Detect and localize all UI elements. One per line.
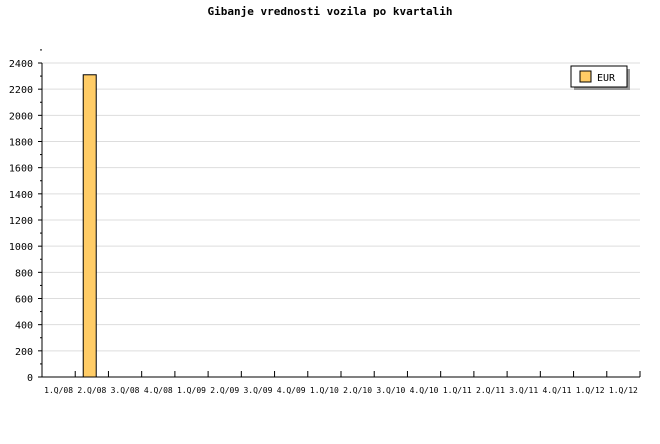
y-tick-label: 1400 xyxy=(9,190,33,201)
x-tick-label: 1.Q/10 xyxy=(310,386,339,395)
x-tick-label: 2.Q/09 xyxy=(210,386,239,395)
x-tick-label: 4.Q/11 xyxy=(542,386,571,395)
x-tick-label: 2.Q/11 xyxy=(476,386,505,395)
bar xyxy=(82,74,97,378)
y-tick-label: 1200 xyxy=(9,216,33,227)
legend-swatch xyxy=(579,70,592,83)
x-tick-label: 1.Q/12 xyxy=(609,386,638,395)
x-tick-label: 2.Q/08 xyxy=(77,386,106,395)
legend: EUR xyxy=(570,65,630,90)
x-tick-label: 3.Q/11 xyxy=(509,386,538,395)
x-tick-label: 4.Q/08 xyxy=(144,386,173,395)
x-tick-label: 1.Q/11 xyxy=(443,386,472,395)
y-tick-label: 800 xyxy=(15,268,33,279)
y-tick-label: 1800 xyxy=(9,138,33,149)
x-tick-label: 4.Q/10 xyxy=(410,386,439,395)
x-tick-label: 1.Q/09 xyxy=(177,386,206,395)
chart-title: Gibanje vrednosti vozila po kvartalih xyxy=(207,5,452,18)
x-tick-label: 3.Q/08 xyxy=(111,386,140,395)
y-tick-label: 2000 xyxy=(9,111,33,122)
x-tick-label: 4.Q/09 xyxy=(277,386,306,395)
x-tick-label: 1.Q/12 xyxy=(576,386,605,395)
y-tick-label: 200 xyxy=(15,347,33,358)
y-tick-label: 1000 xyxy=(9,242,33,253)
y-tick-label: 2200 xyxy=(9,85,33,96)
x-tick-label: 3.Q/10 xyxy=(376,386,405,395)
y-tick-label: 1600 xyxy=(9,164,33,175)
legend-label: EUR xyxy=(597,73,616,84)
y-tick-label: 600 xyxy=(15,295,33,306)
x-tick-label: 3.Q/09 xyxy=(243,386,272,395)
x-tick-label: 2.Q/10 xyxy=(343,386,372,395)
y-tick-label: 0 xyxy=(27,373,33,384)
x-tick-label: 1.Q/08 xyxy=(44,386,73,395)
y-tick-label: 2400 xyxy=(9,59,33,70)
y-tick-label: 400 xyxy=(15,321,33,332)
